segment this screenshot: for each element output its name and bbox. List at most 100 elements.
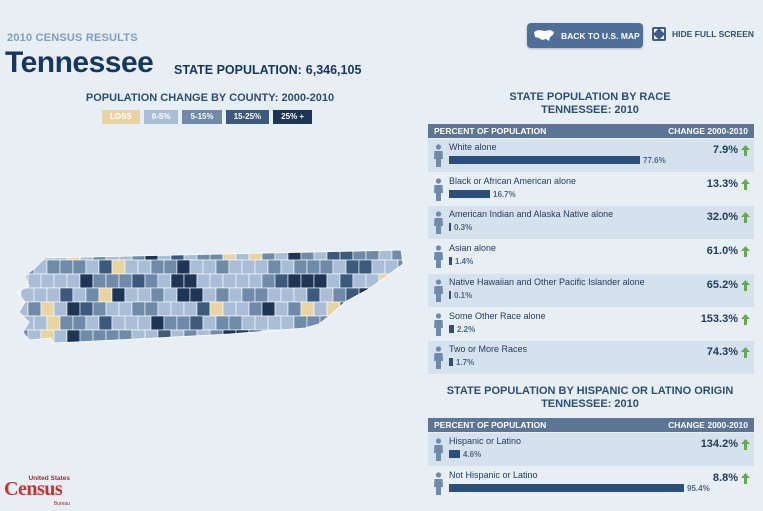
- county-shape[interactable]: [92, 301, 107, 317]
- county-shape[interactable]: [98, 259, 113, 275]
- hispanic-row[interactable]: Hispanic or Latino 4.6% 134.2%: [428, 433, 754, 466]
- county-shape[interactable]: [33, 287, 48, 303]
- county-shape[interactable]: [378, 246, 393, 261]
- county-shape[interactable]: [183, 329, 198, 344]
- legend-loss[interactable]: LOSS: [102, 110, 140, 124]
- county-shape[interactable]: [163, 315, 178, 331]
- county-shape[interactable]: [105, 301, 120, 317]
- county-shape[interactable]: [157, 273, 172, 289]
- county-shape[interactable]: [313, 301, 328, 317]
- county-shape[interactable]: [332, 287, 347, 303]
- legend-15-25[interactable]: 15-25%: [225, 110, 270, 124]
- county-shape[interactable]: [27, 329, 42, 344]
- county-shape[interactable]: [137, 287, 152, 303]
- race-row[interactable]: Native Hawaiian and Other Pacific Island…: [428, 273, 754, 307]
- county-shape[interactable]: [40, 329, 55, 344]
- race-row[interactable]: American Indian and Alaska Native alone 0…: [428, 206, 754, 240]
- county-shape[interactable]: [15, 329, 29, 344]
- county-shape[interactable]: [137, 259, 152, 275]
- county-shape[interactable]: [163, 287, 178, 303]
- county-shape[interactable]: [241, 259, 256, 275]
- county-shape[interactable]: [352, 329, 367, 344]
- county-shape[interactable]: [384, 315, 399, 331]
- county-shape[interactable]: [358, 315, 373, 331]
- county-shape[interactable]: [254, 259, 269, 275]
- county-shape[interactable]: [53, 301, 68, 317]
- county-shape[interactable]: [40, 273, 55, 289]
- county-shape[interactable]: [150, 287, 165, 303]
- county-shape[interactable]: [248, 301, 263, 317]
- county-shape[interactable]: [222, 246, 237, 261]
- county-shape[interactable]: [274, 301, 289, 317]
- county-shape[interactable]: [124, 315, 139, 331]
- county-shape[interactable]: [300, 301, 315, 317]
- tennessee-county-map[interactable]: [15, 246, 407, 346]
- county-shape[interactable]: [391, 246, 405, 261]
- county-shape[interactable]: [300, 329, 315, 344]
- county-shape[interactable]: [209, 301, 224, 317]
- hide-full-screen-button[interactable]: HIDE FULL SCREEN: [652, 27, 754, 41]
- county-shape[interactable]: [176, 287, 191, 303]
- county-shape[interactable]: [137, 315, 152, 331]
- county-shape[interactable]: [215, 287, 230, 303]
- county-shape[interactable]: [267, 287, 282, 303]
- county-shape[interactable]: [300, 246, 315, 261]
- county-shape[interactable]: [163, 259, 178, 275]
- county-shape[interactable]: [287, 301, 302, 317]
- county-shape[interactable]: [306, 315, 321, 331]
- county-shape[interactable]: [352, 246, 367, 261]
- county-shape[interactable]: [241, 287, 256, 303]
- county-shape[interactable]: [15, 273, 29, 289]
- county-shape[interactable]: [53, 329, 68, 344]
- county-shape[interactable]: [85, 259, 100, 275]
- county-shape[interactable]: [59, 259, 74, 275]
- county-shape[interactable]: [319, 287, 334, 303]
- county-shape[interactable]: [92, 273, 107, 289]
- county-shape[interactable]: [131, 301, 146, 317]
- county-shape[interactable]: [261, 301, 276, 317]
- county-shape[interactable]: [124, 287, 139, 303]
- county-shape[interactable]: [144, 301, 159, 317]
- county-shape[interactable]: [228, 315, 243, 331]
- county-shape[interactable]: [118, 273, 133, 289]
- county-shape[interactable]: [183, 301, 198, 317]
- county-shape[interactable]: [131, 329, 146, 344]
- county-shape[interactable]: [59, 315, 74, 331]
- county-shape[interactable]: [306, 259, 321, 275]
- county-shape[interactable]: [371, 287, 386, 303]
- county-shape[interactable]: [365, 301, 380, 317]
- county-shape[interactable]: [365, 246, 380, 261]
- county-shape[interactable]: [20, 315, 35, 331]
- county-shape[interactable]: [280, 259, 295, 275]
- county-shape[interactable]: [157, 246, 172, 261]
- race-row[interactable]: Some Other Race alone 2.2% 153.3%: [428, 308, 754, 341]
- county-shape[interactable]: [79, 273, 94, 289]
- county-shape[interactable]: [105, 329, 120, 344]
- county-shape[interactable]: [15, 246, 29, 261]
- county-shape[interactable]: [384, 259, 399, 275]
- county-shape[interactable]: [313, 329, 328, 344]
- county-shape[interactable]: [280, 287, 295, 303]
- county-shape[interactable]: [274, 329, 289, 344]
- county-shape[interactable]: [209, 246, 224, 261]
- race-row[interactable]: White alone 77.6% 7.9%: [428, 139, 754, 172]
- county-shape[interactable]: [79, 301, 94, 317]
- county-shape[interactable]: [111, 315, 126, 331]
- county-shape[interactable]: [326, 273, 341, 289]
- county-shape[interactable]: [248, 273, 263, 289]
- county-shape[interactable]: [358, 259, 373, 275]
- back-to-us-map-button[interactable]: BACK TO U.S. MAP: [527, 23, 643, 48]
- county-shape[interactable]: [332, 315, 347, 331]
- county-shape[interactable]: [27, 246, 42, 261]
- county-shape[interactable]: [378, 273, 393, 289]
- county-shape[interactable]: [313, 246, 328, 261]
- county-shape[interactable]: [241, 315, 256, 331]
- county-shape[interactable]: [345, 315, 360, 331]
- county-shape[interactable]: [326, 329, 341, 344]
- county-shape[interactable]: [345, 259, 360, 275]
- county-shape[interactable]: [33, 315, 48, 331]
- county-shape[interactable]: [72, 259, 87, 275]
- census-bureau-logo[interactable]: United States Census Bureau: [4, 475, 70, 508]
- county-shape[interactable]: [222, 301, 237, 317]
- county-shape[interactable]: [124, 259, 139, 275]
